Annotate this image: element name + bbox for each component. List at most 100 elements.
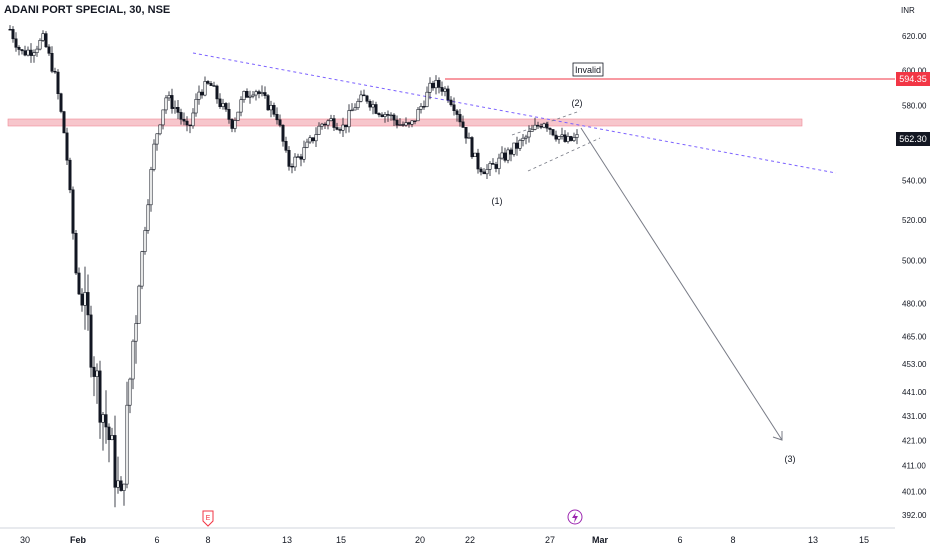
candle-body bbox=[266, 95, 270, 111]
candle-body bbox=[59, 93, 63, 112]
candle-body bbox=[425, 91, 429, 107]
time-tick-label: 20 bbox=[415, 535, 425, 545]
time-tick-label: 8 bbox=[205, 535, 210, 545]
candle-body bbox=[125, 404, 129, 485]
candle-body bbox=[260, 92, 264, 94]
candle-body bbox=[26, 49, 30, 56]
candle-body bbox=[344, 124, 348, 128]
time-tick-label: 6 bbox=[154, 535, 159, 545]
candle-body bbox=[155, 133, 159, 145]
candle-body bbox=[17, 46, 21, 50]
candle-body bbox=[263, 92, 267, 96]
candle-body bbox=[335, 127, 339, 130]
candle-body bbox=[218, 98, 222, 108]
time-tick-label: 8 bbox=[730, 535, 735, 545]
candle-body bbox=[245, 91, 249, 98]
candle-body bbox=[338, 129, 342, 131]
candle-body bbox=[212, 85, 216, 87]
candle-body bbox=[527, 131, 531, 138]
time-tick-label: 6 bbox=[677, 535, 682, 545]
candle-body bbox=[368, 101, 372, 108]
candle-body bbox=[476, 152, 480, 170]
candle-body bbox=[83, 292, 87, 306]
candle-body bbox=[326, 120, 330, 126]
candle-body bbox=[191, 112, 195, 127]
candle-body bbox=[503, 152, 507, 161]
descending-trendline bbox=[192, 52, 837, 174]
candle-body bbox=[20, 49, 24, 52]
candle-body bbox=[494, 164, 498, 169]
candle-body bbox=[539, 125, 543, 128]
candle-body bbox=[554, 134, 558, 140]
time-tick-label: Mar bbox=[592, 535, 609, 545]
candle-body bbox=[350, 109, 354, 112]
wave-1-label: (1) bbox=[492, 196, 503, 206]
candle-body bbox=[341, 124, 345, 131]
candle-body bbox=[242, 91, 246, 101]
candle-body bbox=[206, 81, 210, 84]
candle-body bbox=[146, 204, 150, 231]
candle-body bbox=[173, 107, 177, 110]
candle-body bbox=[461, 121, 465, 128]
candle-body bbox=[308, 137, 312, 143]
candles-group bbox=[8, 25, 579, 508]
candle-body bbox=[80, 293, 84, 306]
candle-body bbox=[236, 111, 240, 121]
candle-body bbox=[119, 480, 123, 491]
time-tick-label: 15 bbox=[336, 535, 346, 545]
candle-body bbox=[296, 156, 300, 158]
candle-body bbox=[134, 323, 138, 342]
candle-body bbox=[506, 149, 510, 161]
price-tick-label: 421.00 bbox=[902, 436, 927, 445]
candle-body bbox=[410, 120, 414, 125]
candle-body bbox=[248, 95, 252, 98]
price-tick-label: 392.00 bbox=[902, 511, 927, 520]
candle-body bbox=[362, 94, 366, 97]
candle-body bbox=[230, 119, 234, 129]
candle-body bbox=[470, 137, 474, 158]
candle-body bbox=[41, 33, 45, 41]
candle-body bbox=[35, 48, 39, 53]
candle-body bbox=[152, 143, 156, 170]
candle-body bbox=[449, 99, 453, 106]
candle-body bbox=[74, 233, 78, 274]
candle-body bbox=[8, 28, 12, 31]
time-tick-label: 27 bbox=[545, 535, 555, 545]
candle-body bbox=[419, 106, 423, 110]
candle-body bbox=[62, 111, 66, 134]
candle-body bbox=[47, 46, 51, 54]
candle-body bbox=[572, 137, 576, 141]
candle-body bbox=[110, 435, 114, 440]
candle-body bbox=[455, 110, 459, 115]
candle-body bbox=[197, 91, 201, 100]
candle-body bbox=[560, 134, 564, 137]
candle-body bbox=[563, 134, 567, 142]
candle-body bbox=[89, 314, 93, 368]
candle-body bbox=[536, 124, 540, 127]
candle-body bbox=[182, 119, 186, 122]
time-tick-label: 22 bbox=[465, 535, 475, 545]
channel-upper bbox=[511, 110, 581, 136]
candle-body bbox=[437, 80, 441, 88]
lightning-icon[interactable] bbox=[567, 509, 583, 525]
earnings-event-icon[interactable]: E bbox=[202, 510, 214, 527]
candle-body bbox=[158, 124, 162, 135]
invalid-label: Invalid bbox=[575, 65, 601, 75]
candle-body bbox=[566, 136, 570, 142]
candle-body bbox=[575, 134, 579, 138]
projection-arrowhead bbox=[772, 431, 783, 441]
candle-body bbox=[359, 94, 363, 102]
price-tick-label: 465.00 bbox=[902, 333, 927, 342]
candle-body bbox=[194, 99, 198, 114]
time-tick-label: 13 bbox=[282, 535, 292, 545]
candle-body bbox=[440, 87, 444, 92]
price-tick-label: 580.00 bbox=[902, 102, 927, 111]
candle-body bbox=[200, 91, 204, 96]
resistance-price-tag bbox=[896, 72, 930, 86]
candle-body bbox=[545, 123, 549, 129]
candle-body bbox=[383, 114, 387, 118]
price-tick-label: 431.00 bbox=[902, 412, 927, 421]
candle-body bbox=[272, 105, 276, 115]
candle-body bbox=[329, 118, 333, 121]
